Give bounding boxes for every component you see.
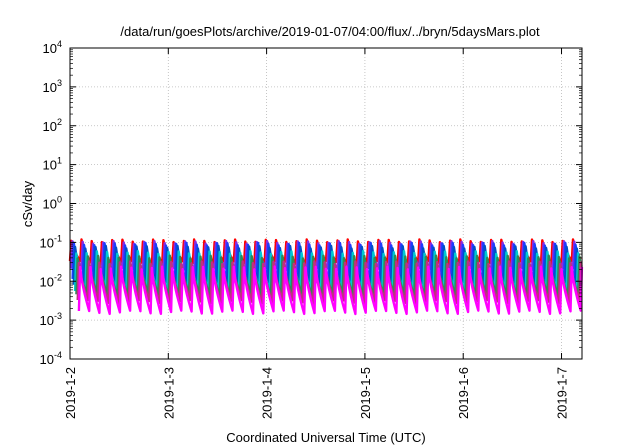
y-tick-label: 10-3 <box>40 311 62 328</box>
x-axis: 2019-1-2 2019-1-3 2019-1-4 2019-1-5 2019-1-6… <box>63 48 570 419</box>
x-tick-label: 2019-1-5 <box>358 367 373 419</box>
x-tick-label: 2019-1-2 <box>63 367 78 419</box>
y-tick-label: 10-1 <box>40 233 62 250</box>
y-axis-label: cSv/day <box>20 180 35 227</box>
y-tick-label: 101 <box>43 156 62 173</box>
x-tick-label: 2019-1-3 <box>161 367 176 419</box>
series-line <box>77 265 584 316</box>
y-axis: 10-4 10-3 10-2 10-1 100 101 102 103 104 <box>40 39 582 367</box>
series-group <box>68 238 584 316</box>
grid-lines <box>70 48 582 359</box>
chart-title: /data/run/goesPlots/archive/2019-01-07/0… <box>120 24 540 39</box>
x-tick-label: 2019-1-4 <box>260 367 275 419</box>
x-axis-label: Coordinated Universal Time (UTC) <box>226 430 425 445</box>
y-tick-label: 103 <box>43 78 62 95</box>
y-tick-label: 102 <box>43 117 62 134</box>
y-tick-label: 100 <box>43 195 62 212</box>
y-tick-label: 10-4 <box>40 350 62 367</box>
y-tick-label: 104 <box>43 39 62 56</box>
y-tick-label: 10-2 <box>40 272 62 289</box>
x-tick-label: 2019-1-7 <box>555 367 570 419</box>
x-tick-label: 2019-1-6 <box>456 367 471 419</box>
